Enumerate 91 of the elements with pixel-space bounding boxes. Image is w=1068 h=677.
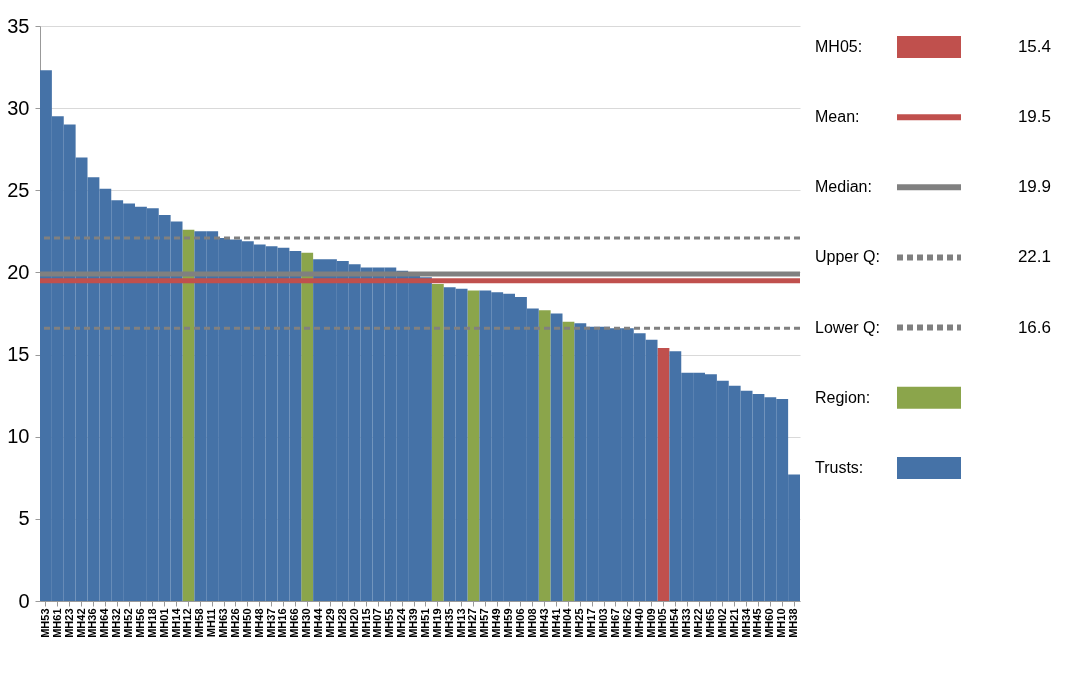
x-tick-label: MH15 — [359, 608, 372, 638]
legend-label: Median: — [815, 178, 872, 196]
x-tick-label: MH28 — [335, 608, 348, 638]
x-tick-label: MH12 — [181, 608, 194, 638]
x-tick-label: MH17 — [585, 608, 598, 638]
x-tick-label: MH39 — [407, 608, 420, 638]
x-tick-label: MH20 — [347, 608, 360, 638]
x-tick-label: MH44 — [312, 607, 325, 638]
bar — [431, 283, 444, 601]
y-tick-label: 10 — [7, 425, 30, 448]
x-tick-label: MH01 — [157, 608, 170, 638]
x-tick-label: MH41 — [549, 608, 562, 638]
y-tick-label: 20 — [7, 260, 30, 283]
x-tick-label: MH16 — [276, 608, 289, 638]
text: 19.5 — [1017, 107, 1051, 127]
y-tick-label: 35 — [7, 14, 30, 37]
x-tick-label: MH34 — [739, 607, 752, 638]
x-tick-label: MH36 — [86, 608, 99, 638]
x-tick-label: MH25 — [573, 608, 586, 638]
x-tick-label: MH48 — [252, 608, 265, 638]
x-tick-label: MH07 — [371, 608, 384, 638]
legend-label: MH05: — [815, 38, 863, 56]
x-tick-label: MH40 — [632, 608, 645, 638]
y-tick-label: 30 — [7, 96, 30, 119]
legend-label: Upper Q: — [815, 248, 880, 266]
bar — [301, 252, 314, 601]
x-tick-label: MH38 — [787, 608, 800, 638]
x-tick-label: MH21 — [727, 608, 740, 638]
text: 19.9 — [1017, 177, 1051, 197]
y-tick-label: 0 — [18, 589, 30, 612]
bar — [550, 313, 563, 601]
x-tick-label: MH62 — [620, 608, 633, 638]
x-tick-label: MH58 — [193, 608, 206, 638]
x-tick-label: MH27 — [466, 608, 479, 638]
text: 16.6 — [1017, 317, 1051, 337]
x-tick-label: MH60 — [763, 608, 776, 638]
bar — [562, 321, 575, 601]
x-tick-label: MH18 — [145, 608, 158, 638]
x-tick-label: MH32 — [110, 608, 123, 638]
x-tick-label: MH64 — [98, 607, 111, 638]
x-tick-label: MH11 — [205, 608, 218, 638]
x-tick-label: MH53 — [38, 608, 51, 638]
x-tick-label: MH03 — [597, 608, 610, 638]
x-tick-label: MH19 — [430, 608, 443, 638]
y-tick-label: 25 — [7, 178, 30, 201]
x-tick-label: MH30 — [300, 608, 313, 638]
x-tick-label: MH23 — [62, 608, 75, 638]
x-tick-label: MH29 — [323, 608, 336, 638]
text: 22.1 — [1017, 247, 1051, 267]
legend-label: Trusts: — [815, 458, 864, 476]
x-tick-label: MH08 — [525, 608, 538, 638]
x-tick-label: MH45 — [751, 608, 764, 638]
y-tick-label: 15 — [7, 343, 30, 366]
x-tick-label: MH51 — [418, 608, 431, 638]
bar — [467, 290, 480, 601]
x-tick-label: MH52 — [122, 608, 135, 638]
ref-line-label: Lower Q: — [815, 318, 880, 336]
x-tick-label: MH42 — [74, 608, 87, 638]
x-tick-label: MH43 — [537, 608, 550, 638]
x-tick-label: MH24 — [395, 607, 408, 638]
text: 15.4 — [1017, 37, 1051, 57]
y-tick-label: 5 — [18, 507, 30, 530]
x-tick-label: MH26 — [228, 608, 241, 638]
x-tick-label: MH67 — [608, 608, 621, 638]
x-tick-label: MH50 — [240, 608, 253, 638]
bar — [657, 348, 670, 601]
x-tick-label: MH13 — [454, 608, 467, 638]
bar — [538, 310, 551, 601]
x-tick-label: MH22 — [692, 608, 705, 638]
x-tick-label: MH49 — [490, 608, 503, 638]
x-tick-label: MH37 — [264, 608, 277, 638]
x-tick-label: MH09 — [644, 608, 657, 638]
legend-label: Region: — [815, 388, 871, 406]
x-tick-label: MH14 — [169, 607, 182, 638]
x-tick-label: MH59 — [502, 608, 515, 638]
x-tick-label: MH05 — [656, 608, 669, 638]
x-tick-label: MH66 — [288, 608, 301, 638]
x-tick-label: MH57 — [478, 608, 491, 638]
x-tick-label: MH55 — [383, 608, 396, 638]
legend-label: Mean: — [815, 108, 860, 126]
x-tick-label: MH33 — [680, 608, 693, 638]
x-tick-label: MH61 — [50, 608, 63, 638]
x-tick-label: MH56 — [133, 608, 146, 638]
x-tick-label: MH02 — [715, 608, 728, 638]
x-tick-label: MH06 — [513, 608, 526, 638]
x-tick-label: MH63 — [217, 608, 230, 638]
x-tick-label: MH54 — [668, 607, 681, 638]
x-tick-label: MH10 — [775, 608, 788, 638]
x-tick-label: MH35 — [442, 608, 455, 638]
x-tick-label: MH04 — [561, 607, 574, 638]
x-tick-label: MH65 — [703, 608, 716, 638]
